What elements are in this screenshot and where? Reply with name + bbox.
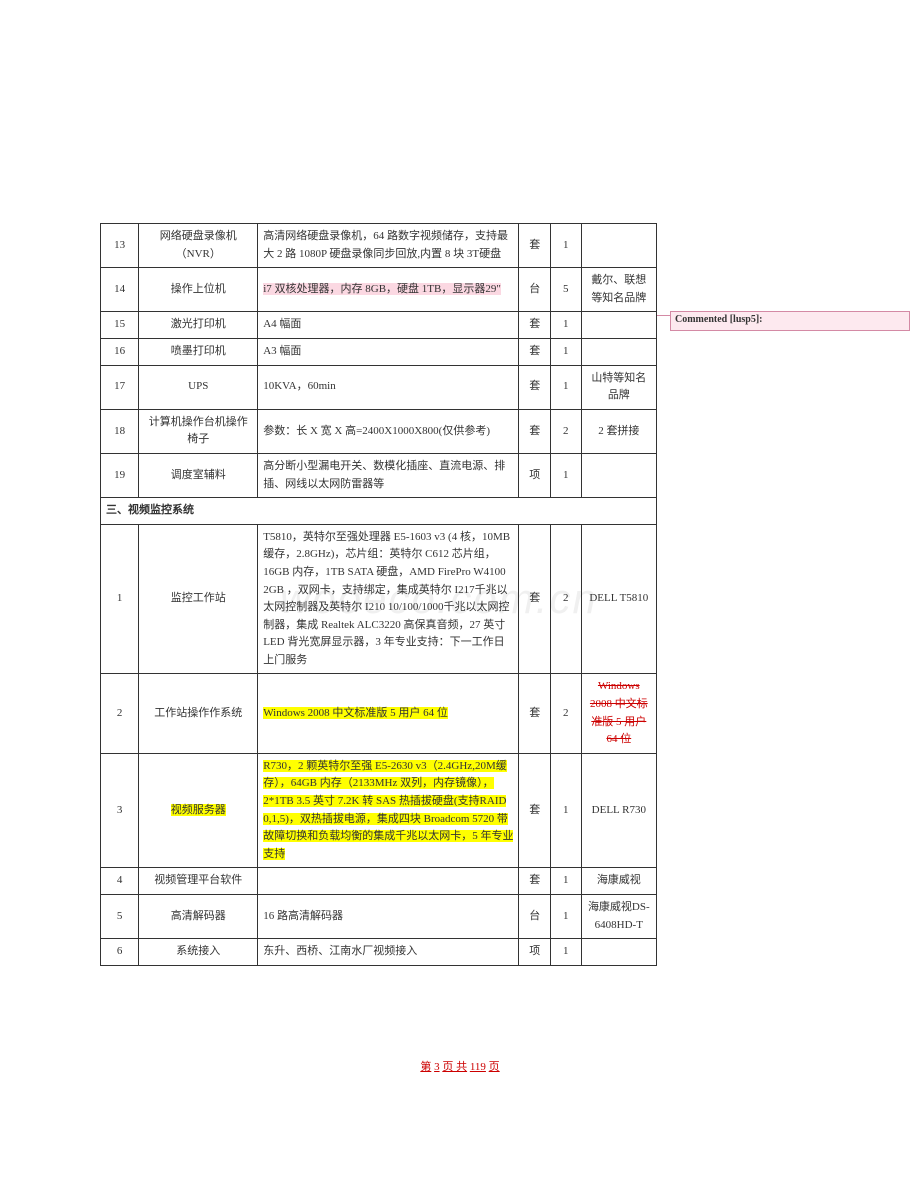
cell: DELL R730: [581, 753, 656, 868]
cell: 1: [550, 868, 581, 895]
cell: 套: [519, 312, 550, 339]
table-row: 19调度室辅料高分断小型漏电开关、数模化插座、直流电源、排插、网线以太网防雷器等…: [101, 453, 657, 497]
cell: 10KVA，60min: [258, 365, 519, 409]
cell: 14: [101, 268, 139, 312]
cell: 5: [101, 895, 139, 939]
cell: 戴尔、联想等知名品牌: [581, 268, 656, 312]
cell: 1: [101, 524, 139, 674]
cell: 16: [101, 338, 139, 365]
comment-connector: [657, 315, 670, 316]
comment-balloon: Commented [lusp5]:: [670, 311, 910, 331]
cell: [258, 868, 519, 895]
cell: 调度室辅料: [139, 453, 258, 497]
cell: 高清网络硬盘录像机，64 路数字视频储存，支持最大 2 路 1080P 硬盘录像…: [258, 224, 519, 268]
cell: UPS: [139, 365, 258, 409]
cell: 台: [519, 268, 550, 312]
cell: 1: [550, 338, 581, 365]
table-row: 2工作站操作作系统Windows 2008 中文标准版 5 用户 64 位套2W…: [101, 674, 657, 753]
table-row: 3视频服务器R730，2 颗英特尔至强 E5-2630 v3（2.4GHz,20…: [101, 753, 657, 868]
table-row: 15激光打印机A4 幅面套1: [101, 312, 657, 339]
cell: A3 幅面: [258, 338, 519, 365]
cell: 19: [101, 453, 139, 497]
cell: 视频服务器: [139, 753, 258, 868]
cell: 2 套拼接: [581, 409, 656, 453]
table-row: 14操作上位机i7 双核处理器，内存 8GB，硬盘 1TB，显示器29"台5戴尔…: [101, 268, 657, 312]
cell: 东升、西桥、江南水厂视频接入: [258, 939, 519, 966]
table-row: 4视频管理平台软件 套1海康威视: [101, 868, 657, 895]
cell: [581, 224, 656, 268]
cell: 17: [101, 365, 139, 409]
cell: 计算机操作台机操作椅子: [139, 409, 258, 453]
cell: 1: [550, 753, 581, 868]
cell: 4: [101, 868, 139, 895]
cell: 2: [550, 674, 581, 753]
cell: 套: [519, 524, 550, 674]
cell: DELL T5810: [581, 524, 656, 674]
cell: Windows 2008 中文标准版 5 用户64 位: [581, 674, 656, 753]
cell: 监控工作站: [139, 524, 258, 674]
cell: 5: [550, 268, 581, 312]
cell: 1: [550, 453, 581, 497]
cell: [581, 939, 656, 966]
cell: R730，2 颗英特尔至强 E5-2630 v3（2.4GHz,20M缓存），6…: [258, 753, 519, 868]
section-header: 三、视频监控系统: [101, 498, 657, 525]
cell: 1: [550, 312, 581, 339]
cell: 海康威视DS-6408HD-T: [581, 895, 656, 939]
cell: 海康威视: [581, 868, 656, 895]
cell: 套: [519, 224, 550, 268]
cell: 16 路高清解码器: [258, 895, 519, 939]
cell: Windows 2008 中文标准版 5 用户 64 位: [258, 674, 519, 753]
cell: 激光打印机: [139, 312, 258, 339]
cell: [581, 312, 656, 339]
table-row: 5高清解码器16 路高清解码器台1海康威视DS-6408HD-T: [101, 895, 657, 939]
cell: 山特等知名品牌: [581, 365, 656, 409]
spec-table: 13网络硬盘录像机（NVR）高清网络硬盘录像机，64 路数字视频储存，支持最大 …: [100, 223, 657, 966]
cell: 高分断小型漏电开关、数模化插座、直流电源、排插、网线以太网防雷器等: [258, 453, 519, 497]
cell: 项: [519, 453, 550, 497]
cell: 操作上位机: [139, 268, 258, 312]
cell: 参数：长 X 宽 X 高=2400X1000X800(仅供参考): [258, 409, 519, 453]
page-footer: 第 3 页 共 119 页: [0, 1058, 920, 1074]
table-row: 6系统接入东升、西桥、江南水厂视频接入项1: [101, 939, 657, 966]
cell: 1: [550, 939, 581, 966]
cell: 台: [519, 895, 550, 939]
cell: A4 幅面: [258, 312, 519, 339]
cell: 1: [550, 224, 581, 268]
cell: 13: [101, 224, 139, 268]
cell: 套: [519, 753, 550, 868]
cell: 套: [519, 338, 550, 365]
cell: 高清解码器: [139, 895, 258, 939]
table-row: 18计算机操作台机操作椅子参数：长 X 宽 X 高=2400X1000X800(…: [101, 409, 657, 453]
cell: 15: [101, 312, 139, 339]
table-row: 16喷墨打印机A3 幅面套1: [101, 338, 657, 365]
cell: 2: [550, 524, 581, 674]
table-row: 17UPS10KVA，60min套1山特等知名品牌: [101, 365, 657, 409]
table-row: 1监控工作站T5810，英特尔至强处理器 E5-1603 v3 (4 核，10M…: [101, 524, 657, 674]
cell: 视频管理平台软件: [139, 868, 258, 895]
cell: 套: [519, 674, 550, 753]
cell: 项: [519, 939, 550, 966]
cell: 系统接入: [139, 939, 258, 966]
cell: T5810，英特尔至强处理器 E5-1603 v3 (4 核，10MB 缓存，2…: [258, 524, 519, 674]
cell: 套: [519, 409, 550, 453]
cell: 2: [101, 674, 139, 753]
cell: 套: [519, 868, 550, 895]
cell: 1: [550, 895, 581, 939]
cell: [581, 453, 656, 497]
cell: [581, 338, 656, 365]
cell: 1: [550, 365, 581, 409]
comment-label: Commented [lusp5]:: [675, 314, 763, 325]
cell: 18: [101, 409, 139, 453]
cell: 喷墨打印机: [139, 338, 258, 365]
table-row: 13网络硬盘录像机（NVR）高清网络硬盘录像机，64 路数字视频储存，支持最大 …: [101, 224, 657, 268]
cell: 2: [550, 409, 581, 453]
cell: 工作站操作作系统: [139, 674, 258, 753]
cell: 3: [101, 753, 139, 868]
cell: i7 双核处理器，内存 8GB，硬盘 1TB，显示器29": [258, 268, 519, 312]
cell: 套: [519, 365, 550, 409]
cell: 网络硬盘录像机（NVR）: [139, 224, 258, 268]
cell: 6: [101, 939, 139, 966]
